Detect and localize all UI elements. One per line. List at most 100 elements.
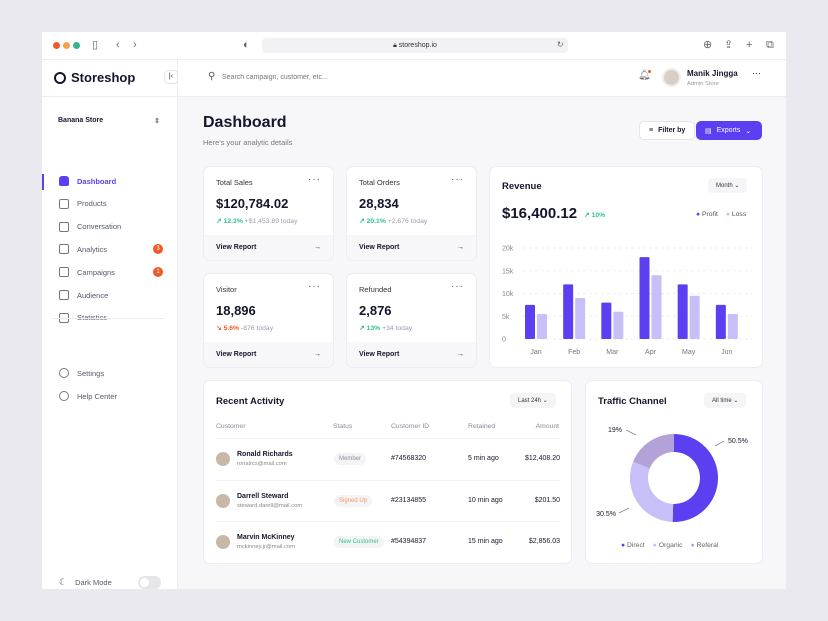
kpi-change: ↗ 12.3% +$1,453.89 today: [216, 217, 298, 225]
search-input[interactable]: [222, 70, 422, 85]
bar-profit-may[interactable]: [677, 284, 688, 339]
more-options-icon[interactable]: ···: [308, 174, 321, 185]
kpi-title: Total Orders: [359, 178, 400, 187]
new-tab-icon[interactable]: +: [746, 39, 753, 51]
customer-id: #23134855: [391, 496, 427, 504]
trend-down-icon: ↘: [216, 325, 224, 332]
slice-organic[interactable]: [630, 461, 674, 522]
more-options-icon[interactable]: ···: [451, 174, 464, 185]
sidebar-item-label: Products: [77, 199, 107, 209]
sidebar-item-label: Conversation: [77, 222, 122, 232]
reload-icon[interactable]: ↻: [557, 40, 564, 49]
store-selector[interactable]: Banana Store ⇕: [58, 117, 160, 125]
customer-name: Darrell Steward: [237, 492, 289, 500]
slice-referal[interactable]: [633, 434, 674, 469]
bag-icon: [59, 198, 69, 209]
sidebar-item-label: Settings: [77, 368, 105, 378]
traffic-period-select[interactable]: All time ⌄: [704, 393, 747, 408]
more-options-icon[interactable]: ···: [451, 281, 464, 292]
view-report-link[interactable]: View Report →: [204, 342, 333, 367]
sidebar-item-analytics[interactable]: Analytics 3: [59, 244, 163, 255]
more-options-icon[interactable]: ···: [308, 281, 321, 292]
sidebar-item-products[interactable]: Products: [59, 198, 163, 209]
x-tick-label: Feb: [568, 349, 580, 356]
sidebar-item-label: Statistics: [77, 313, 108, 323]
app-name: Storeshop: [71, 70, 136, 85]
arrow-right-icon: →: [314, 244, 321, 251]
view-report-label: View Report: [359, 244, 400, 251]
kpi-delta: +$1,453.89 today: [244, 218, 298, 225]
table-row[interactable]: Darrell Steward steward.darell@mail.com …: [216, 479, 560, 521]
amount: $2,856.03: [528, 538, 560, 545]
shield-icon[interactable]: ◐: [243, 39, 250, 51]
sidebar-item-conversation[interactable]: Conversation: [59, 221, 163, 232]
view-report-label: View Report: [216, 351, 257, 358]
leader-line: [714, 440, 725, 447]
x-tick-label: Mar: [606, 349, 619, 356]
bar-loss-jun[interactable]: [727, 313, 738, 339]
bar-loss-may[interactable]: [689, 295, 700, 339]
sidebar-item-settings[interactable]: Settings: [59, 368, 163, 378]
forward-icon[interactable]: ›: [133, 39, 137, 51]
logo[interactable]: Storeshop: [54, 70, 135, 85]
layers-icon: [59, 267, 69, 278]
home-icon: [59, 176, 69, 186]
user-menu-icon[interactable]: ···: [752, 68, 761, 78]
legend-direct: ● Direct: [621, 542, 645, 549]
kpi-change-percent: 12.3%: [223, 218, 243, 225]
kpi-delta: +2,676 today: [387, 218, 428, 225]
user-avatar[interactable]: [662, 68, 681, 87]
address-bar[interactable]: 🔒︎ storeshop.io: [262, 38, 568, 53]
sidebar-item-help-center[interactable]: Help Center: [59, 391, 163, 401]
bar-profit-feb[interactable]: [563, 284, 574, 339]
exports-button[interactable]: ▤ Exports ⌄: [696, 121, 762, 140]
slice-direct[interactable]: [672, 434, 719, 522]
bell-icon[interactable]: 🔔︎: [638, 70, 651, 81]
logo-icon: [54, 71, 66, 84]
trend-up-icon: ↗: [584, 212, 592, 219]
sidebar-item-statistics[interactable]: Statistics: [59, 312, 163, 323]
table-row[interactable]: Ronald Richards ronalrcs@mail.com Member…: [216, 438, 560, 479]
collapse-sidebar-button[interactable]: |‹: [164, 70, 178, 84]
col-amount: Amount: [535, 423, 559, 430]
period-select[interactable]: Month ⌄: [708, 178, 748, 193]
activity-period-select[interactable]: Last 24h ⌄: [510, 393, 556, 408]
table-row[interactable]: Marvin McKinney mckinney.jr@mail.com New…: [216, 521, 560, 562]
view-report-link[interactable]: View Report →: [347, 342, 476, 367]
view-report-link[interactable]: View Report →: [204, 235, 333, 260]
filter-button[interactable]: ≡ Filter by: [639, 121, 696, 140]
sidebar-item-audience[interactable]: Audience: [59, 290, 163, 300]
bar-loss-mar[interactable]: [613, 311, 624, 339]
arrow-right-icon: →: [314, 351, 321, 358]
sidebar-toggle-icon[interactable]: ▯: [92, 39, 99, 51]
revenue-change: ↗ 10%: [584, 211, 605, 219]
kpi-change: ↗ 13% +34 today: [359, 324, 412, 332]
tabs-icon[interactable]: ⧉: [766, 39, 774, 51]
back-icon[interactable]: ‹: [116, 39, 120, 51]
filter-label: Filter by: [658, 127, 686, 134]
bar-profit-mar[interactable]: [601, 302, 612, 339]
chart-legend: ● Profit ● Loss: [696, 211, 746, 218]
kpi-card: Refunded ··· 2,876 ↗ 13% +34 today View …: [346, 273, 477, 368]
dark-mode-toggle[interactable]: [138, 576, 161, 589]
amount: $12,408.20: [524, 455, 560, 462]
legend-label: Direct: [627, 542, 645, 549]
download-icon[interactable]: ⊕: [703, 39, 713, 51]
share-icon[interactable]: ⇪: [724, 39, 734, 51]
view-report-link[interactable]: View Report →: [347, 235, 476, 260]
bar-profit-jan[interactable]: [525, 304, 535, 339]
bar-profit-jun[interactable]: [715, 304, 726, 339]
bar-loss-jan[interactable]: [537, 313, 547, 339]
chevron-down-icon: ⌄: [745, 127, 752, 135]
sidebar-item-dashboard[interactable]: Dashboard: [59, 176, 163, 186]
traffic-period-value: All time: [712, 398, 732, 404]
bar-profit-apr[interactable]: [639, 257, 650, 339]
maximize-window-button[interactable]: [73, 42, 80, 49]
minimize-window-button[interactable]: [63, 42, 70, 49]
sidebar-item-campaigns[interactable]: Campaigns 1: [59, 267, 163, 278]
bar-loss-feb[interactable]: [575, 298, 586, 339]
bar-loss-apr[interactable]: [651, 275, 662, 339]
kpi-card: Total Orders ··· 28,834 ↗ 20.1% +2,676 t…: [346, 166, 477, 261]
close-window-button[interactable]: [53, 42, 60, 49]
kpi-change-percent: 13%: [366, 325, 381, 332]
